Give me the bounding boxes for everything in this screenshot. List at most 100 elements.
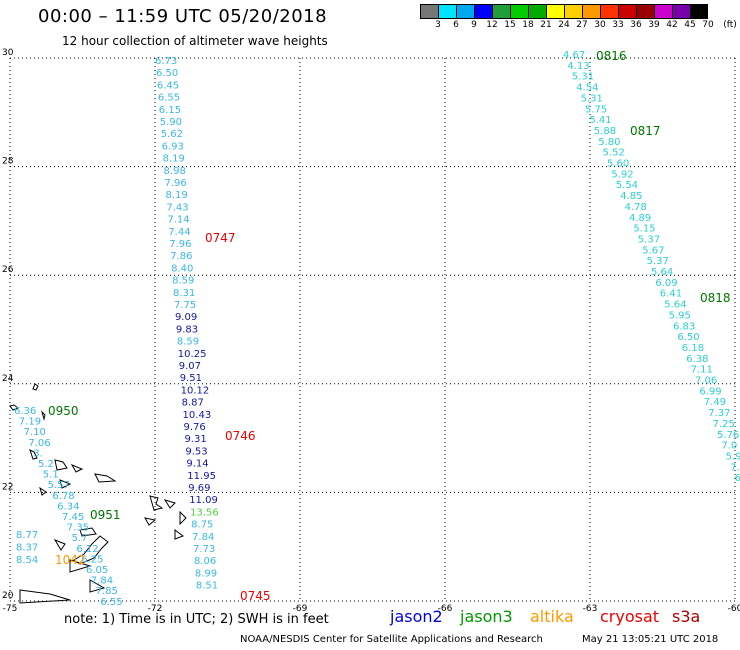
y-tick-label: 20 bbox=[2, 591, 14, 601]
y-tick-label: 26 bbox=[2, 265, 14, 275]
legend-swatch bbox=[690, 4, 708, 19]
legend-label: 45 bbox=[684, 20, 696, 30]
island-shape bbox=[19, 589, 71, 604]
x-tick-label: -63 bbox=[583, 604, 598, 614]
wave-height-value: 8.59 bbox=[177, 337, 199, 348]
wave-height-value: 7.0 bbox=[721, 441, 737, 452]
wave-height-value: 8.06 bbox=[194, 556, 216, 567]
wave-height-value: 9.31 bbox=[184, 434, 206, 445]
y-tick-label: 28 bbox=[2, 157, 14, 167]
wave-height-value: 6.50 bbox=[677, 332, 699, 343]
legend-altika: altika bbox=[530, 607, 574, 626]
wave-height-value: 9.51 bbox=[180, 373, 202, 384]
wave-height-value: 5.31 bbox=[581, 93, 603, 104]
generated-timestamp: May 21 13:05:21 UTC 2018 bbox=[582, 634, 719, 645]
wave-height-value: 7.44 bbox=[168, 227, 190, 238]
wave-height-value: 5.54 bbox=[616, 180, 638, 191]
wave-height-value: 8.75 bbox=[191, 520, 213, 531]
island-shape bbox=[144, 517, 157, 526]
wave-height-value: 6.78 bbox=[52, 491, 74, 502]
wave-height-value: 7.75 bbox=[174, 300, 196, 311]
wave-height-value: 5.37 bbox=[638, 234, 660, 245]
wave-height-value: 8.87 bbox=[182, 398, 204, 409]
wave-height-value: 7.06 bbox=[28, 438, 50, 449]
legend-swatch bbox=[474, 4, 492, 19]
x-tick-label: -72 bbox=[148, 604, 163, 614]
legend-label: 27 bbox=[576, 20, 588, 30]
wave-height-value: 5.75 bbox=[585, 104, 607, 115]
wave-height-value: 7.10 bbox=[24, 427, 46, 438]
legend-label: 12 bbox=[486, 20, 498, 30]
legend-swatch bbox=[618, 4, 636, 19]
wave-height-value: 6.83 bbox=[673, 321, 695, 332]
island-shape bbox=[40, 410, 46, 421]
legend-label: 30 bbox=[594, 20, 606, 30]
legend-label: 24 bbox=[558, 20, 570, 30]
wave-height-value: 8.98 bbox=[164, 166, 186, 177]
wave-height-value: 8.19 bbox=[163, 154, 185, 165]
track-time-label: 0745 bbox=[240, 589, 271, 603]
wave-height-value: 8.99 bbox=[195, 568, 217, 579]
island-shape bbox=[69, 559, 92, 573]
wave-height-value: 7. bbox=[730, 462, 740, 473]
y-tick-label: 22 bbox=[2, 482, 13, 492]
wave-height-value: 6.55 bbox=[158, 93, 180, 104]
legend-label: 6 bbox=[453, 20, 459, 30]
legend-label: 3 bbox=[435, 20, 441, 30]
chart-subtitle: 12 hour collection of altimeter wave hei… bbox=[62, 34, 328, 48]
wave-height-value: 7.14 bbox=[167, 215, 189, 226]
wave-height-value: 6.45 bbox=[157, 80, 179, 91]
wave-height-value: 7.96 bbox=[169, 239, 191, 250]
credit-line: NOAA/NESDIS Center for Satellite Applica… bbox=[240, 634, 543, 645]
island-shape bbox=[163, 499, 176, 509]
track-time-label: 0950 bbox=[48, 404, 79, 418]
legend-swatch bbox=[528, 4, 546, 19]
wave-height-value: 4.67 bbox=[563, 50, 585, 61]
track-jason3-east: 4.674.135.314.545.315.755.415.885.805.52… bbox=[563, 49, 740, 484]
wave-height-value: 8.54 bbox=[16, 555, 38, 566]
wave-height-value: 5.7 bbox=[72, 533, 88, 544]
wave-height-value: 6.12 bbox=[76, 544, 98, 555]
footer-note: note: 1) Time is in UTC; 2) SWH is in fe… bbox=[64, 612, 329, 627]
wave-height-value: 7.25 bbox=[713, 419, 735, 430]
coastline bbox=[9, 383, 187, 604]
colorbar bbox=[420, 4, 740, 19]
wave-height-value: 10.43 bbox=[183, 410, 212, 421]
island-shape bbox=[9, 404, 20, 411]
x-tick-label: -66 bbox=[438, 604, 453, 614]
legend-swatch bbox=[672, 4, 690, 19]
x-tick-label: -69 bbox=[293, 604, 308, 614]
track-time-label: 0817 bbox=[630, 124, 661, 138]
legend-swatch bbox=[456, 4, 474, 19]
track-coastal: 6.367.197.107.063.5.25.15.576.786.347.45… bbox=[14, 404, 123, 608]
wave-height-value: 9.53 bbox=[185, 446, 207, 457]
island-shape bbox=[54, 459, 68, 471]
wave-height-value: 9.83 bbox=[176, 324, 198, 335]
wave-height-value: 6.36 bbox=[14, 406, 36, 417]
wave-height-value: 6.99 bbox=[699, 386, 721, 397]
wave-height-value: 6.38 bbox=[686, 354, 708, 365]
wave-height-value: 7.35 bbox=[67, 523, 89, 534]
wave-height-value: 5.64 bbox=[651, 267, 673, 278]
wave-height-value: 6.50 bbox=[156, 68, 178, 79]
legend-label: 42 bbox=[666, 20, 678, 30]
x-tick-label: -75 bbox=[3, 604, 18, 614]
wave-height-value: 5.2 bbox=[38, 459, 54, 470]
track-time-label: 0818 bbox=[700, 291, 731, 305]
track-time-label: 0951 bbox=[90, 508, 121, 522]
wave-height-value: 5.92 bbox=[611, 169, 633, 180]
wave-height-value: 4.85 bbox=[620, 191, 642, 202]
y-tick-label: 24 bbox=[2, 374, 14, 384]
island-shape bbox=[29, 449, 38, 460]
colorbar-labels: 3 6 9 12 15 18 21 24 27 30 33 36 39 42 45 70 (ft) bbox=[420, 19, 740, 33]
legend-label: 18 bbox=[522, 20, 534, 30]
wave-height-value: 5.15 bbox=[633, 224, 655, 235]
wave-height-value: 11.95 bbox=[187, 471, 216, 482]
legend-label: 9 bbox=[471, 20, 477, 30]
legend-label: 39 bbox=[648, 20, 660, 30]
legend-swatch bbox=[654, 4, 672, 19]
island-shape bbox=[59, 479, 72, 489]
x-tick-label: -60 bbox=[728, 604, 740, 614]
wave-height-value: 5.88 bbox=[594, 126, 616, 137]
